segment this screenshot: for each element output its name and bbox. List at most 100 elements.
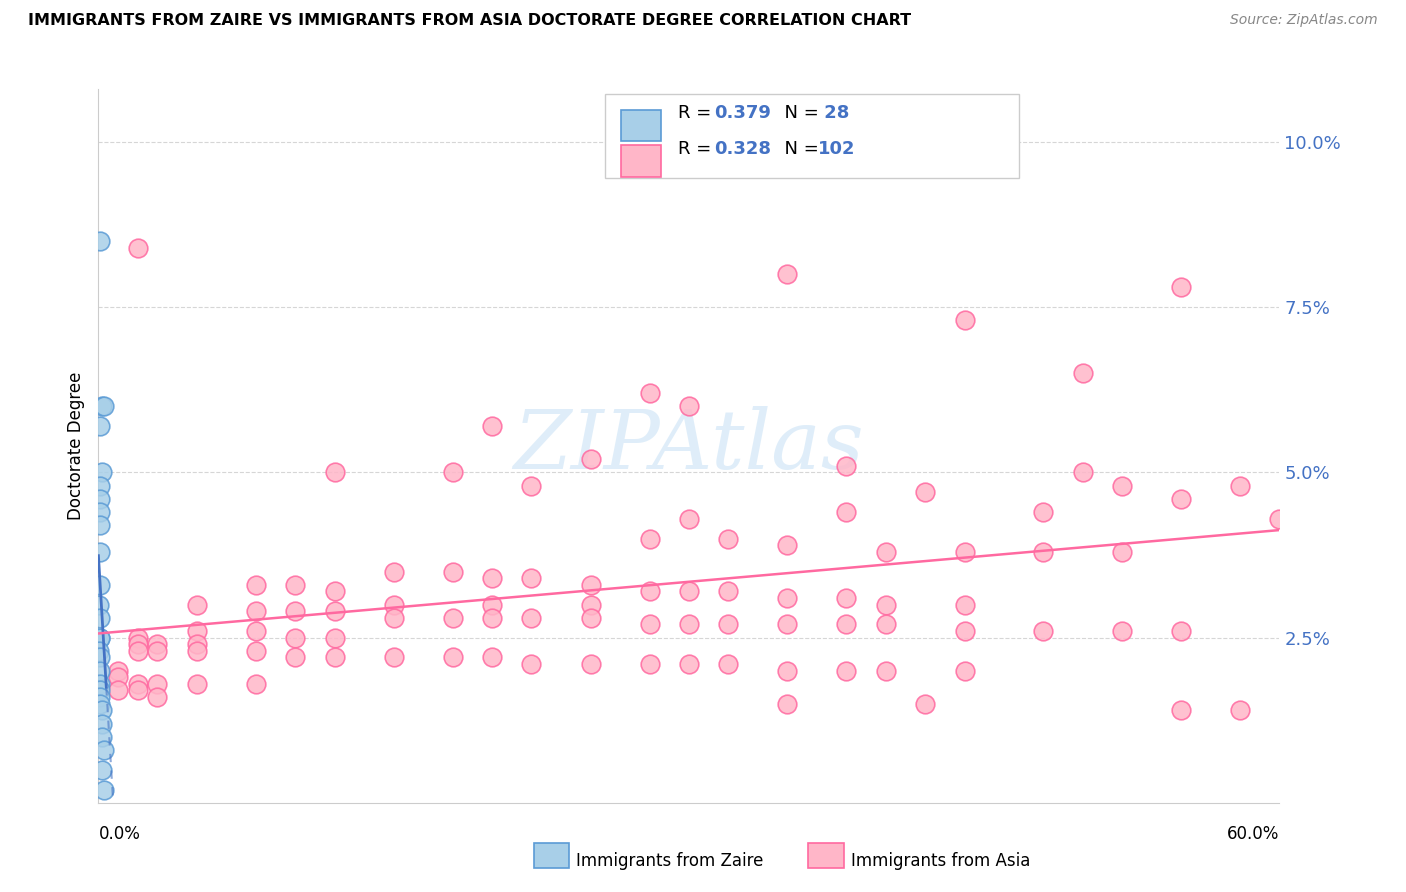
Point — [717, 532, 740, 546]
Point — [1111, 545, 1133, 559]
Point — [953, 545, 976, 559]
Point — [284, 578, 307, 592]
Point — [382, 650, 405, 665]
Point — [875, 545, 897, 559]
Point — [245, 644, 267, 658]
Point — [323, 604, 346, 618]
Point — [89, 234, 111, 248]
Point — [89, 578, 111, 592]
Point — [1170, 491, 1192, 506]
Point — [1170, 703, 1192, 717]
Point — [127, 637, 149, 651]
Text: Immigrants from Zaire: Immigrants from Zaire — [576, 852, 763, 870]
Point — [835, 458, 858, 473]
Text: 102: 102 — [818, 140, 856, 158]
Text: 0.0%: 0.0% — [98, 825, 141, 843]
Point — [481, 598, 503, 612]
Point — [520, 571, 543, 585]
Text: R =: R = — [678, 140, 717, 158]
Point — [89, 545, 111, 559]
Point — [186, 677, 208, 691]
Point — [89, 697, 111, 711]
Point — [520, 657, 543, 671]
Point — [245, 604, 267, 618]
Point — [127, 644, 149, 658]
Text: Source: ZipAtlas.com: Source: ZipAtlas.com — [1230, 13, 1378, 28]
Point — [875, 617, 897, 632]
Point — [91, 466, 114, 480]
Point — [89, 631, 111, 645]
Point — [89, 598, 111, 612]
Point — [127, 241, 149, 255]
Point — [776, 617, 799, 632]
Point — [441, 565, 464, 579]
Point — [481, 571, 503, 585]
Point — [107, 683, 129, 698]
Point — [579, 452, 602, 467]
Point — [441, 650, 464, 665]
Point — [776, 267, 799, 281]
Point — [89, 478, 111, 492]
Point — [953, 598, 976, 612]
Point — [1071, 466, 1094, 480]
Point — [107, 670, 129, 684]
Point — [382, 611, 405, 625]
Point — [245, 578, 267, 592]
Point — [89, 491, 111, 506]
Point — [875, 598, 897, 612]
Point — [1032, 624, 1054, 638]
Point — [245, 677, 267, 691]
Point — [186, 637, 208, 651]
Text: N =: N = — [773, 104, 825, 122]
Text: 0.379: 0.379 — [714, 104, 770, 122]
Point — [481, 611, 503, 625]
Point — [579, 611, 602, 625]
Point — [441, 466, 464, 480]
Point — [89, 664, 111, 678]
Point — [638, 532, 661, 546]
Point — [89, 631, 111, 645]
Point — [717, 617, 740, 632]
Point — [1229, 478, 1251, 492]
Point — [91, 763, 114, 777]
Point — [835, 664, 858, 678]
Point — [717, 657, 740, 671]
Point — [1111, 624, 1133, 638]
Point — [93, 743, 115, 757]
Point — [638, 657, 661, 671]
Text: R =: R = — [678, 104, 717, 122]
Point — [382, 565, 405, 579]
Point — [678, 511, 700, 525]
Text: 60.0%: 60.0% — [1227, 825, 1279, 843]
Text: IMMIGRANTS FROM ZAIRE VS IMMIGRANTS FROM ASIA DOCTORATE DEGREE CORRELATION CHART: IMMIGRANTS FROM ZAIRE VS IMMIGRANTS FROM… — [28, 13, 911, 29]
Point — [579, 578, 602, 592]
Point — [91, 400, 114, 414]
Point — [127, 683, 149, 698]
Point — [89, 611, 111, 625]
Point — [323, 466, 346, 480]
Point — [953, 624, 976, 638]
Point — [91, 716, 114, 731]
Point — [146, 637, 169, 651]
Point — [382, 598, 405, 612]
Point — [1268, 511, 1291, 525]
Point — [284, 604, 307, 618]
Point — [520, 478, 543, 492]
Point — [1032, 545, 1054, 559]
Point — [107, 664, 129, 678]
Text: 28: 28 — [818, 104, 849, 122]
Point — [93, 782, 115, 797]
Point — [481, 650, 503, 665]
Point — [776, 664, 799, 678]
Point — [93, 400, 115, 414]
Point — [776, 538, 799, 552]
Y-axis label: Doctorate Degree: Doctorate Degree — [66, 372, 84, 520]
Point — [89, 650, 111, 665]
Point — [638, 584, 661, 599]
Point — [245, 624, 267, 638]
Point — [717, 584, 740, 599]
Point — [914, 697, 936, 711]
Point — [875, 664, 897, 678]
Point — [91, 703, 114, 717]
Point — [323, 650, 346, 665]
